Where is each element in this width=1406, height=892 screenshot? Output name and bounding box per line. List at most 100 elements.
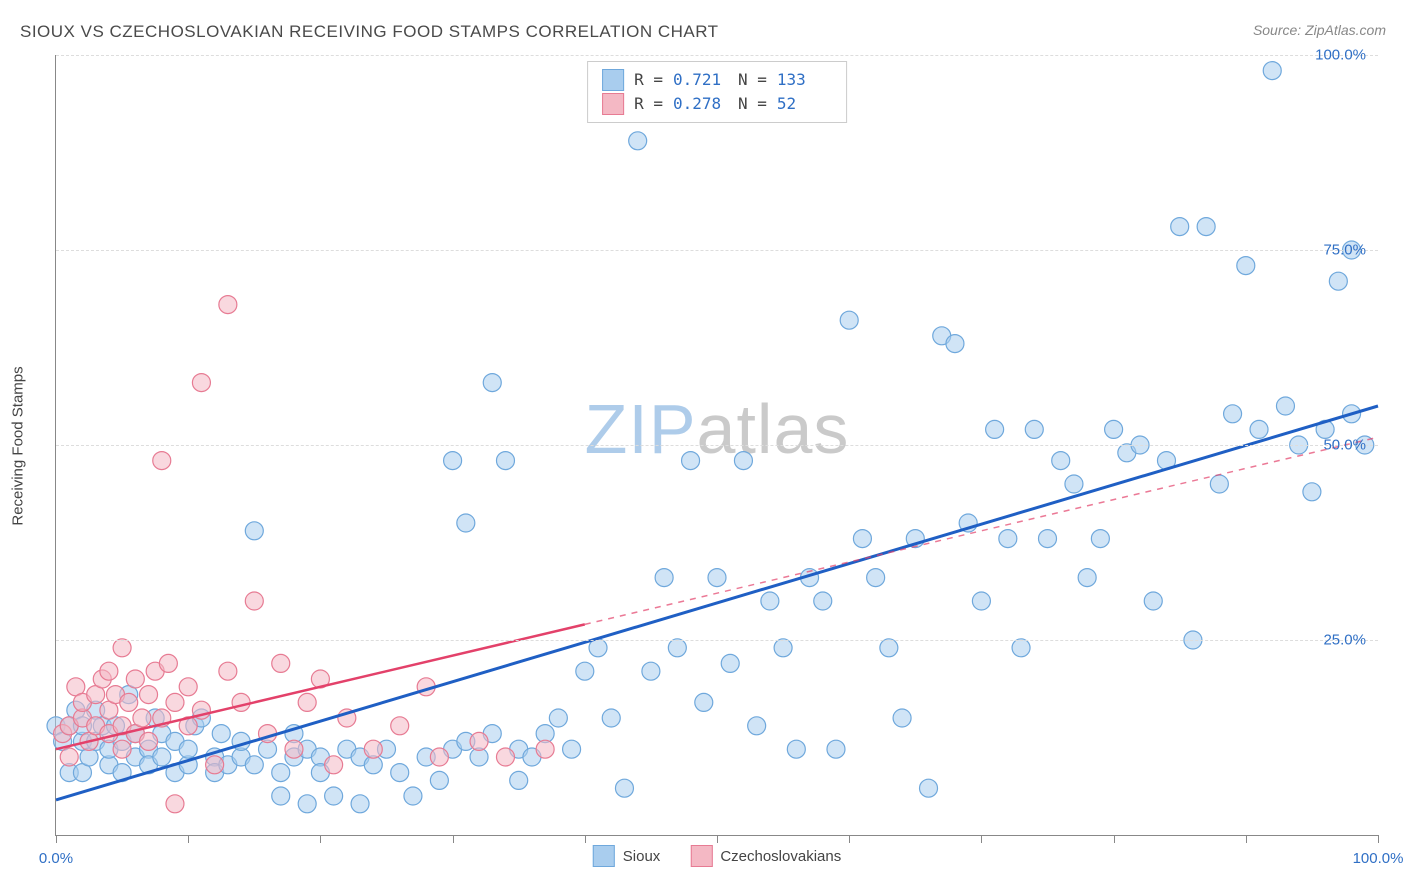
scatter-point bbox=[153, 452, 171, 470]
gridline bbox=[56, 640, 1378, 641]
scatter-point bbox=[549, 709, 567, 727]
scatter-point bbox=[457, 514, 475, 532]
scatter-point bbox=[140, 732, 158, 750]
scatter-point bbox=[682, 452, 700, 470]
x-tick bbox=[320, 835, 321, 843]
legend-series: SiouxCzechoslovakians bbox=[593, 845, 841, 867]
scatter-point bbox=[113, 740, 131, 758]
scatter-point bbox=[120, 693, 138, 711]
scatter-point bbox=[708, 569, 726, 587]
scatter-point bbox=[1025, 420, 1043, 438]
y-axis-label: Receiving Food Stamps bbox=[10, 366, 27, 525]
scatter-point bbox=[695, 693, 713, 711]
scatter-point bbox=[113, 639, 131, 657]
y-tick-label: 25.0% bbox=[1323, 632, 1366, 649]
scatter-point bbox=[972, 592, 990, 610]
legend-stats-row: R =0.721N =133 bbox=[602, 68, 832, 92]
legend-r-value: 0.278 bbox=[673, 92, 728, 116]
scatter-point bbox=[153, 748, 171, 766]
scatter-point bbox=[1052, 452, 1070, 470]
scatter-point bbox=[1039, 530, 1057, 548]
legend-r-value: 0.721 bbox=[673, 68, 728, 92]
x-tick bbox=[453, 835, 454, 843]
scatter-point bbox=[536, 740, 554, 758]
scatter-point bbox=[1197, 218, 1215, 236]
plot-area: ZIPatlas R =0.721N =133R =0.278N = 52 Si… bbox=[55, 55, 1378, 836]
scatter-point bbox=[364, 740, 382, 758]
scatter-point bbox=[212, 725, 230, 743]
y-tick-label: 50.0% bbox=[1323, 437, 1366, 454]
scatter-point bbox=[285, 740, 303, 758]
x-tick bbox=[585, 835, 586, 843]
x-tick bbox=[1114, 835, 1115, 843]
x-tick bbox=[717, 835, 718, 843]
scatter-point bbox=[814, 592, 832, 610]
y-tick-label: 100.0% bbox=[1315, 47, 1366, 64]
x-tick bbox=[188, 835, 189, 843]
gridline bbox=[56, 55, 1378, 56]
x-tick-label: 100.0% bbox=[1353, 850, 1404, 867]
x-tick bbox=[849, 835, 850, 843]
scatter-point bbox=[430, 771, 448, 789]
chart-source: Source: ZipAtlas.com bbox=[1253, 22, 1386, 38]
scatter-point bbox=[100, 662, 118, 680]
x-tick bbox=[981, 835, 982, 843]
legend-series-label: Sioux bbox=[623, 848, 661, 865]
scatter-point bbox=[298, 795, 316, 813]
scatter-point bbox=[483, 374, 501, 392]
scatter-point bbox=[245, 756, 263, 774]
scatter-point bbox=[272, 654, 290, 672]
scatter-point bbox=[1105, 420, 1123, 438]
scatter-point bbox=[748, 717, 766, 735]
y-tick-label: 75.0% bbox=[1323, 242, 1366, 259]
scatter-point bbox=[60, 748, 78, 766]
x-tick bbox=[1378, 835, 1379, 843]
scatter-point bbox=[655, 569, 673, 587]
chart-title: SIOUX VS CZECHOSLOVAKIAN RECEIVING FOOD … bbox=[20, 22, 719, 42]
scatter-point bbox=[245, 592, 263, 610]
scatter-point bbox=[391, 764, 409, 782]
scatter-point bbox=[1329, 272, 1347, 290]
scatter-point bbox=[1237, 257, 1255, 275]
scatter-point bbox=[325, 756, 343, 774]
scatter-point bbox=[1224, 405, 1242, 423]
scatter-point bbox=[602, 709, 620, 727]
scatter-point bbox=[219, 662, 237, 680]
scatter-point bbox=[999, 530, 1017, 548]
scatter-point bbox=[867, 569, 885, 587]
scatter-point bbox=[1078, 569, 1096, 587]
scatter-point bbox=[840, 311, 858, 329]
scatter-point bbox=[880, 639, 898, 657]
scatter-point bbox=[668, 639, 686, 657]
scatter-point bbox=[325, 787, 343, 805]
scatter-point bbox=[1303, 483, 1321, 501]
scatter-point bbox=[159, 654, 177, 672]
scatter-point bbox=[272, 787, 290, 805]
scatter-point bbox=[1065, 475, 1083, 493]
legend-swatch bbox=[602, 69, 624, 91]
scatter-point bbox=[298, 693, 316, 711]
scatter-point bbox=[166, 795, 184, 813]
scatter-point bbox=[1012, 639, 1030, 657]
scatter-point bbox=[179, 678, 197, 696]
scatter-point bbox=[734, 452, 752, 470]
x-tick-label: 0.0% bbox=[39, 850, 73, 867]
scatter-point bbox=[192, 374, 210, 392]
scatter-point bbox=[404, 787, 422, 805]
legend-n-label: N = bbox=[738, 68, 767, 92]
scatter-point bbox=[853, 530, 871, 548]
scatter-point bbox=[430, 748, 448, 766]
legend-r-label: R = bbox=[634, 92, 663, 116]
scatter-point bbox=[563, 740, 581, 758]
scatter-point bbox=[444, 452, 462, 470]
legend-series-item: Sioux bbox=[593, 845, 661, 867]
scatter-point bbox=[126, 670, 144, 688]
scatter-point bbox=[1144, 592, 1162, 610]
scatter-point bbox=[642, 662, 660, 680]
scatter-point bbox=[179, 740, 197, 758]
scatter-point bbox=[721, 654, 739, 672]
scatter-point bbox=[1171, 218, 1189, 236]
scatter-point bbox=[391, 717, 409, 735]
legend-swatch bbox=[593, 845, 615, 867]
scatter-point bbox=[206, 756, 224, 774]
